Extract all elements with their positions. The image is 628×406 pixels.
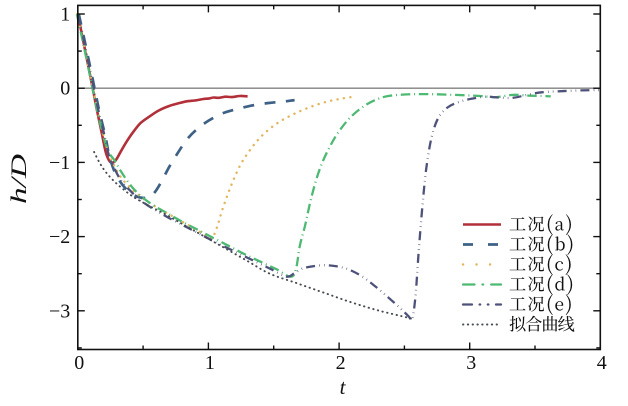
svg-text:−1: −1: [49, 152, 70, 174]
svg-text:t: t: [340, 375, 347, 399]
svg-text:1: 1: [60, 4, 70, 26]
svg-text:0: 0: [74, 352, 84, 374]
svg-text:h/D: h/D: [6, 154, 31, 204]
svg-text:2: 2: [336, 352, 346, 374]
svg-text:0: 0: [60, 78, 70, 100]
svg-text:−2: −2: [49, 226, 70, 248]
svg-text:3: 3: [466, 352, 476, 374]
svg-text:1: 1: [205, 352, 215, 374]
svg-text:−3: −3: [49, 300, 70, 322]
svg-text:4: 4: [597, 352, 607, 374]
